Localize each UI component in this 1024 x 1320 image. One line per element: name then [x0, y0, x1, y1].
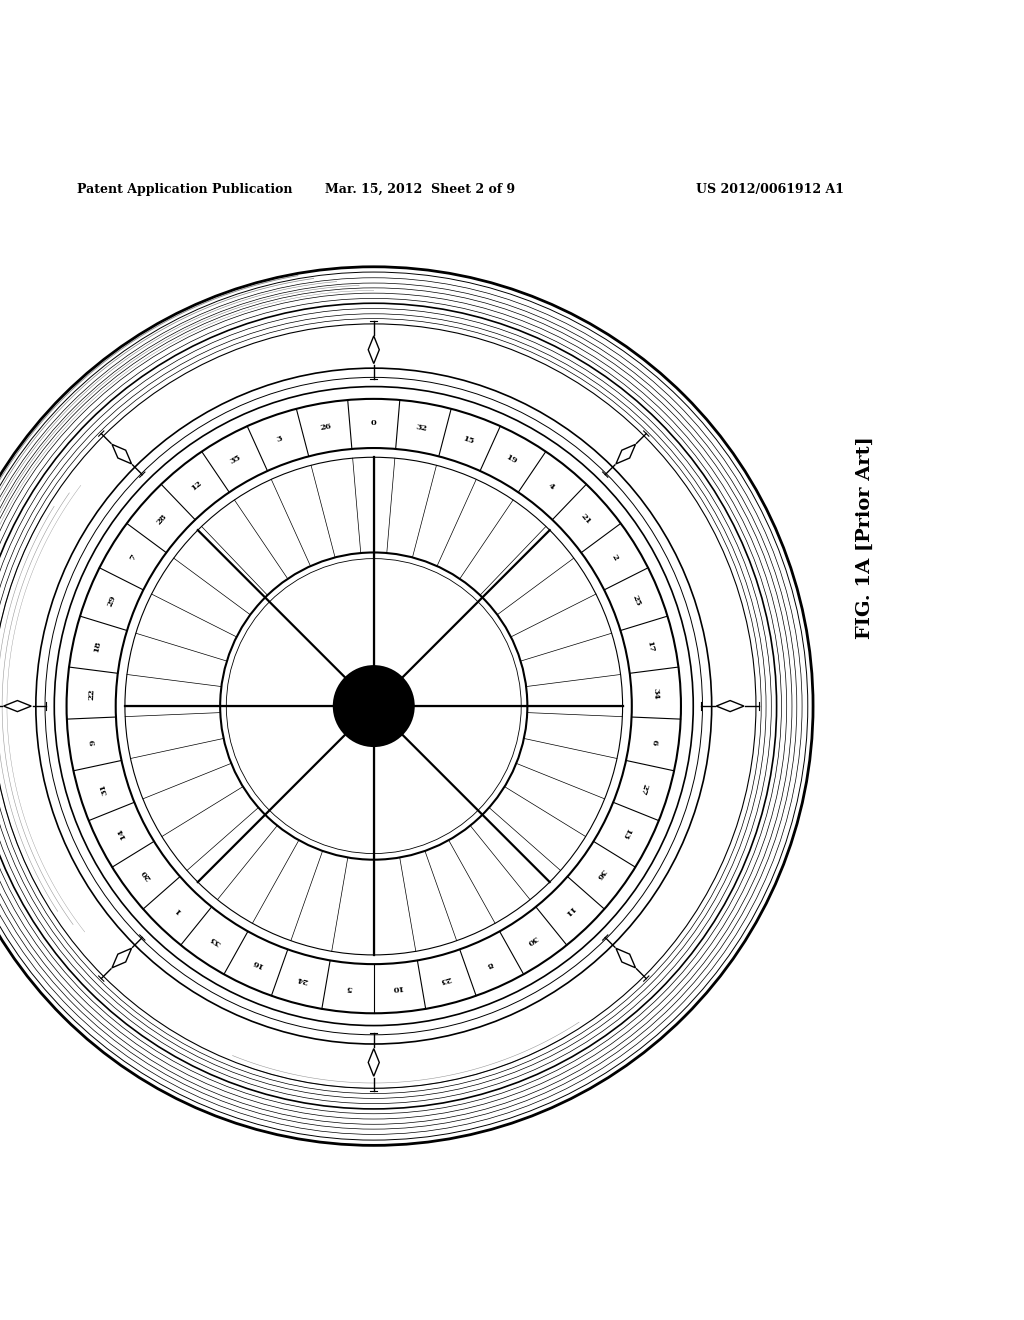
- Text: 20: 20: [140, 867, 154, 882]
- Polygon shape: [112, 445, 131, 463]
- Text: 0: 0: [371, 420, 377, 428]
- Text: Mar. 15, 2012  Sheet 2 of 9: Mar. 15, 2012 Sheet 2 of 9: [325, 182, 515, 195]
- Polygon shape: [616, 948, 636, 968]
- Polygon shape: [717, 701, 743, 711]
- Text: 32: 32: [415, 422, 428, 433]
- Text: Patent Application Publication: Patent Application Publication: [77, 182, 292, 195]
- Polygon shape: [616, 445, 636, 463]
- Text: US 2012/0061912 A1: US 2012/0061912 A1: [696, 182, 845, 195]
- Text: 36: 36: [594, 867, 607, 882]
- Text: 16: 16: [250, 957, 264, 970]
- Text: 6: 6: [650, 739, 658, 746]
- Circle shape: [356, 689, 391, 723]
- Text: 9: 9: [89, 739, 97, 746]
- Text: 12: 12: [189, 479, 203, 492]
- Text: 33: 33: [209, 933, 222, 946]
- Text: 15: 15: [461, 434, 475, 445]
- Text: 27: 27: [639, 783, 649, 796]
- Text: 1: 1: [173, 906, 183, 915]
- Circle shape: [347, 680, 399, 733]
- Text: 14: 14: [115, 826, 128, 841]
- Text: 19: 19: [505, 453, 519, 466]
- Text: 35: 35: [229, 453, 243, 466]
- Text: 2: 2: [609, 553, 620, 562]
- Text: 34: 34: [652, 688, 660, 700]
- Text: 8: 8: [485, 958, 495, 969]
- Text: 3: 3: [275, 434, 284, 445]
- Text: 13: 13: [620, 826, 632, 841]
- Polygon shape: [369, 335, 379, 363]
- Text: 29: 29: [105, 594, 118, 607]
- Text: 24: 24: [296, 974, 309, 985]
- Text: 5: 5: [346, 983, 353, 991]
- Text: 10: 10: [391, 983, 403, 993]
- Text: 26: 26: [319, 422, 333, 433]
- Text: 17: 17: [645, 640, 655, 653]
- Text: FIG. 1A [Prior Art]: FIG. 1A [Prior Art]: [856, 436, 874, 639]
- Text: 23: 23: [438, 974, 452, 985]
- Text: 18: 18: [92, 640, 102, 653]
- Text: 25: 25: [630, 594, 642, 607]
- Polygon shape: [369, 1048, 379, 1076]
- Text: 28: 28: [155, 512, 168, 527]
- Text: 11: 11: [562, 903, 577, 917]
- Text: 31: 31: [98, 783, 109, 796]
- Text: 7: 7: [128, 553, 138, 562]
- Polygon shape: [4, 701, 32, 711]
- Text: 30: 30: [525, 933, 539, 946]
- Circle shape: [334, 667, 414, 746]
- Text: 22: 22: [87, 688, 95, 700]
- Text: 4: 4: [547, 482, 556, 491]
- Polygon shape: [112, 948, 131, 968]
- Text: 21: 21: [580, 512, 593, 527]
